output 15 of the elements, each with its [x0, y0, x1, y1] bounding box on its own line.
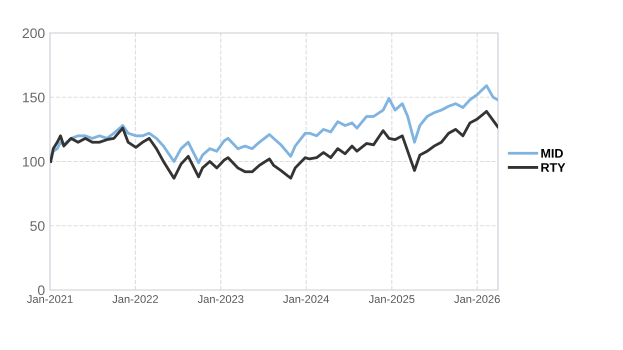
- legend-label: RTY: [541, 163, 566, 172]
- line-series: [50, 110, 498, 180]
- y-tick-label: 200: [22, 28, 45, 38]
- x-tick-label: Jan-2023: [198, 295, 244, 304]
- line-series: [50, 84, 498, 164]
- y-tick-label: 100: [23, 156, 45, 167]
- x-tick-label: Jan-2025: [368, 295, 414, 304]
- legend-label: MID: [541, 149, 563, 158]
- x-tick-label: Jan-2021: [27, 295, 73, 304]
- x-tick-label: Jan-2026: [454, 295, 500, 304]
- y-tick-label: 150: [23, 92, 45, 102]
- x-tick-label: Jan-2024: [283, 295, 330, 304]
- y-tick-label: 50: [30, 221, 45, 231]
- x-tick-label: Jan-2022: [112, 295, 158, 304]
- y-tick-label: 0: [38, 285, 45, 296]
